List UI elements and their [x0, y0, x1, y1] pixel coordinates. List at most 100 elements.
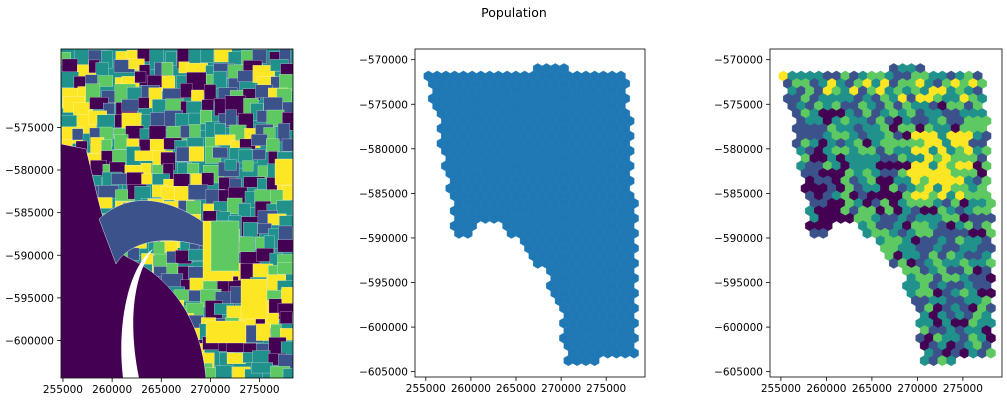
panel-3-x-tick-label: 265000	[852, 383, 892, 395]
panel-2-y-tick-label: −585000	[359, 188, 408, 200]
panel-1-tract	[256, 323, 271, 341]
panel-1-tract	[201, 99, 214, 111]
panel-2-x-tick-label: 265000	[496, 383, 536, 395]
panel-3-hex-cell	[986, 347, 996, 359]
panel-1-tract	[277, 239, 293, 253]
panel-1-y-tick-label: −575000	[5, 122, 54, 134]
panel-1-tract	[251, 134, 268, 146]
panel-2-y-tick-label: −580000	[359, 144, 408, 156]
panel-1-tract	[186, 62, 208, 74]
panel-1-y-tick-label: −585000	[5, 208, 54, 220]
panel-3-map: 255000 260000 265000 270000 275000 −570000 −57…	[714, 48, 1003, 395]
panel-2-hex-cell	[589, 355, 600, 367]
panel-1-tract	[279, 311, 293, 324]
panel-1-tract	[270, 324, 282, 340]
panel-2-x-tick-label: 260000	[451, 383, 491, 395]
panel-1-tract	[282, 112, 293, 131]
panel-1-tract	[242, 160, 254, 172]
panel-1-ocean-tract	[61, 143, 207, 378]
panel-3-y-tick-label: −570000	[714, 55, 763, 67]
panel-1-tract	[114, 134, 129, 150]
panel-2-x-tick-label: 275000	[586, 383, 626, 395]
panel-1-y-tick-label: −595000	[5, 293, 54, 305]
panel-1-tract	[201, 172, 215, 186]
panel-1-tract	[281, 138, 293, 152]
panel-2-hexgrid	[423, 63, 639, 367]
panel-1-tract	[111, 173, 130, 185]
panel-2-y-tick-label: −570000	[359, 55, 408, 67]
panel-1-tract	[266, 138, 280, 152]
panel-3-x-tick-label: 270000	[897, 383, 937, 395]
panel-1-tract	[225, 109, 237, 126]
panel-2-y-tick-label: −590000	[359, 233, 408, 245]
panel-2-y-tick-label: −595000	[359, 278, 408, 290]
panel-1-y-tick-label: −580000	[5, 165, 54, 177]
panel-1-tract	[176, 146, 191, 162]
panel-2-hex-cell	[629, 347, 639, 359]
panel-3-y-tick-label: −605000	[714, 367, 763, 379]
panel-1-x-tick-label: 255000	[43, 384, 83, 396]
panel-3-x-tick-label: 260000	[806, 383, 846, 395]
panel-1-tract	[187, 184, 209, 200]
panel-1-x-tick-label: 275000	[240, 384, 280, 396]
panel-3-hex-cell	[818, 227, 829, 239]
panel-1-tract	[128, 58, 145, 70]
panel-2-y-tick-label: −600000	[359, 322, 408, 334]
panel-1-tract	[200, 49, 214, 63]
panel-1-tract	[180, 83, 193, 98]
panel-1-tract	[186, 137, 204, 148]
panel-3-hexgrid-colored	[778, 63, 996, 367]
panel-1-map: 255000 260000 265000 270000 275000 −575000 −58…	[5, 48, 294, 396]
figure-suptitle: Population	[481, 5, 547, 20]
panel-1-y-tick-label: −590000	[5, 250, 54, 262]
panel-1-tract	[204, 367, 224, 378]
panel-3-y-tick-label: −580000	[714, 144, 763, 156]
panel-3-frame	[769, 48, 1003, 378]
panel-1-tract	[215, 134, 236, 146]
panel-3-y-tick-label: −595000	[714, 278, 763, 290]
panel-2-x-tick-label: 255000	[406, 383, 446, 395]
panel-1-axes: 255000 260000 265000 270000 275000 −575000 −58…	[5, 122, 280, 396]
panel-1-coast-gap	[121, 249, 153, 378]
panel-1-x-tick-label: 270000	[190, 384, 230, 396]
panel-1-tract	[103, 102, 115, 115]
panel-2-hex-cell	[462, 227, 473, 239]
panel-1-tract	[224, 159, 237, 171]
panel-3-hex-cell	[946, 355, 956, 367]
panel-1-tract	[134, 71, 147, 84]
panel-1-tract	[101, 139, 112, 152]
panel-1-tract	[205, 320, 247, 344]
panel-1-tract-polygons	[61, 49, 293, 378]
panel-3-y-tick-label: −600000	[714, 322, 763, 334]
panel-1-tract	[210, 220, 240, 272]
panel-1-tract	[282, 368, 293, 378]
panel-1-tract	[240, 278, 268, 320]
panel-2-y-tick-label: −575000	[359, 99, 408, 111]
panel-2-map: 255000 260000 265000 270000 275000 −570000 −57…	[359, 48, 646, 395]
panel-1-tract	[121, 99, 139, 112]
panel-3-y-tick-label: −585000	[714, 188, 763, 200]
panel-3-y-tick-label: −575000	[714, 99, 763, 111]
panel-1-tract	[212, 147, 228, 159]
panel-1-tract	[252, 149, 266, 160]
panel-1-x-tick-label: 265000	[141, 384, 181, 396]
panel-2-y-tick-label: −605000	[359, 367, 408, 379]
panel-1-tract	[204, 84, 217, 102]
panel-1-x-tick-label: 260000	[92, 384, 132, 396]
panel-1-tract	[277, 262, 293, 275]
panel-1-tract	[280, 328, 293, 341]
panel-3-y-tick-label: −590000	[714, 233, 763, 245]
panel-1-tract	[138, 97, 150, 109]
panel-1-tract	[148, 125, 167, 142]
panel-1-tract	[97, 75, 114, 87]
panel-3-x-tick-label: 255000	[761, 383, 801, 395]
panel-1-tract	[251, 362, 274, 374]
panel-1-tract	[188, 146, 205, 162]
panel-1-tract	[215, 365, 232, 378]
panel-3-axes: 255000 260000 265000 270000 275000 −570000 −57…	[714, 55, 983, 395]
panel-2-x-tick-label: 270000	[541, 383, 581, 395]
panel-1-y-tick-label: −600000	[5, 335, 54, 347]
panel-2-axes: 255000 260000 265000 270000 275000 −570000 −57…	[359, 55, 626, 395]
panel-3-x-tick-label: 275000	[943, 383, 983, 395]
